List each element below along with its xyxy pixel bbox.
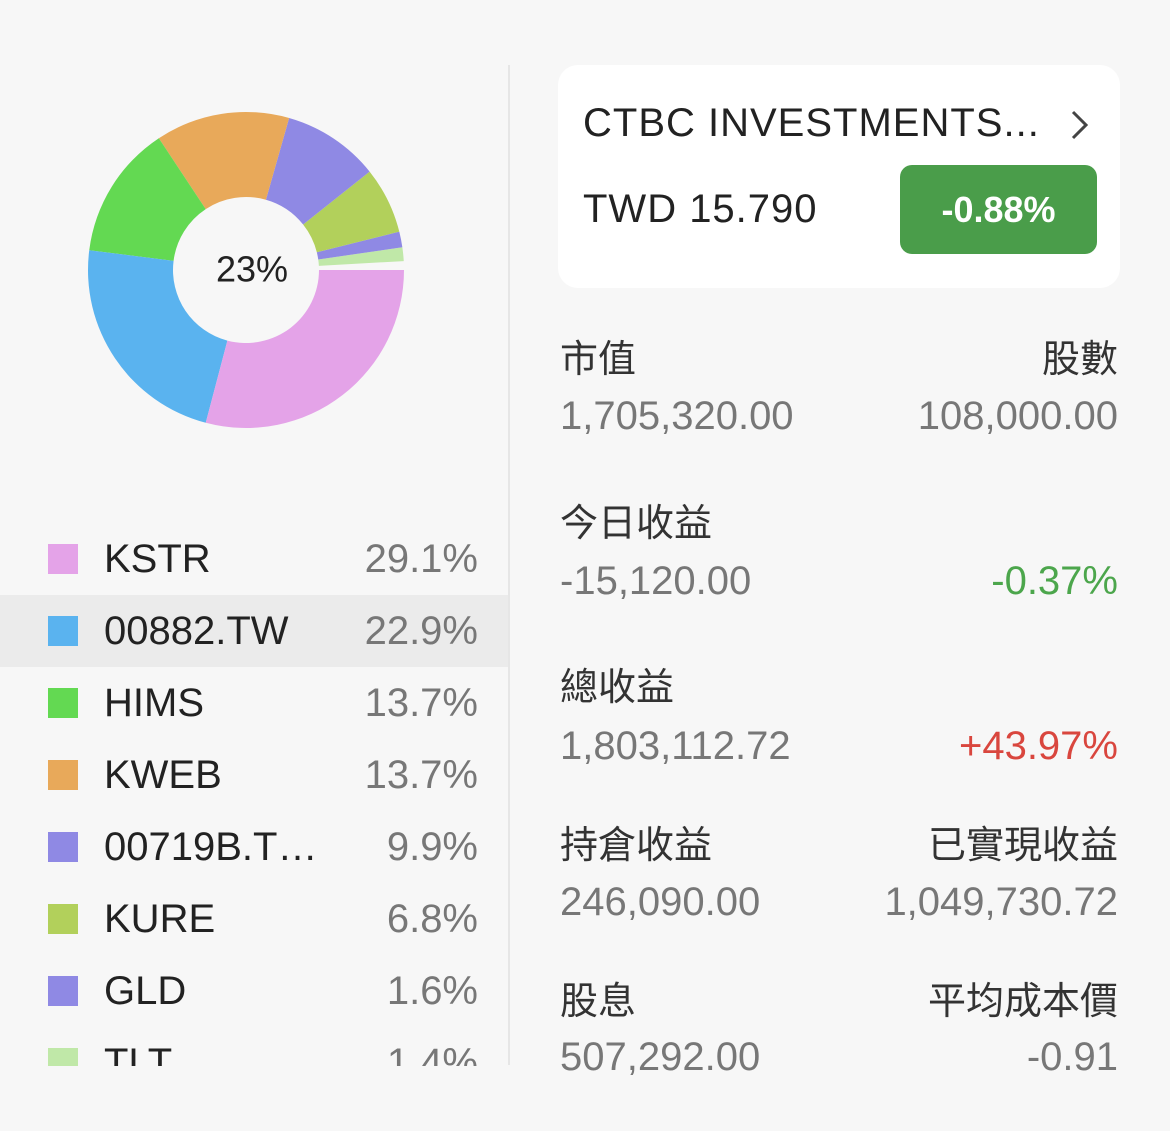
stat-label: 總收益: [560, 667, 675, 709]
stat-value: 1,803,112.72: [560, 724, 791, 768]
legend-swatch: [48, 616, 78, 646]
legend-swatch: [48, 1048, 78, 1066]
stat-value: 246,090.00: [560, 880, 761, 924]
legend-name: TLT: [104, 1041, 173, 1066]
legend-row[interactable]: 00719B.T… 9.9%: [0, 811, 508, 883]
stat-label: 市值: [560, 339, 637, 381]
donut-chart: 23%: [87, 112, 404, 428]
legend-swatch: [48, 904, 78, 934]
change-badge: -0.88%: [900, 165, 1097, 254]
stat-label: 今日收益: [560, 503, 713, 545]
donut-slice[interactable]: [303, 171, 400, 253]
legend-row[interactable]: KURE 6.8%: [0, 883, 508, 955]
legend-percent: 13.7%: [364, 681, 478, 725]
stat-value: -0.91: [1026, 1035, 1118, 1079]
legend-swatch: [48, 760, 78, 790]
legend-percent: 6.8%: [386, 897, 478, 941]
legend-swatch: [48, 832, 78, 862]
donut-slice[interactable]: [205, 270, 404, 428]
stat-value: 507,292.00: [560, 1035, 761, 1079]
legend-name: KWEB: [104, 753, 222, 797]
price: TWD 15.790: [583, 187, 818, 231]
stat-label: 股數: [1041, 339, 1118, 381]
legend-row[interactable]: TLT 1.4%: [0, 1027, 508, 1066]
legend-row[interactable]: GLD 1.6%: [0, 955, 508, 1027]
legend-percent: 22.9%: [364, 609, 478, 653]
legend-name: KURE: [104, 897, 216, 941]
center-label: 23%: [216, 249, 288, 290]
legend-swatch: [48, 688, 78, 718]
stat-label: 平均成本價: [927, 981, 1118, 1023]
stat-value: 1,705,320.00: [560, 394, 794, 438]
stat-value: 108,000.00: [917, 394, 1118, 438]
stat-label: 持倉收益: [560, 825, 713, 867]
legend-row[interactable]: HIMS 13.7%: [0, 667, 508, 739]
stat-label: 股息: [560, 981, 637, 1023]
donut-slice[interactable]: [265, 117, 370, 225]
quote-card[interactable]: CTBC INVESTMENTS... TWD 15.790 -0.88%: [558, 65, 1120, 288]
donut-slice[interactable]: [318, 247, 404, 266]
legend-swatch: [48, 544, 78, 574]
legend-percent: 9.9%: [386, 825, 478, 869]
divider: [508, 65, 510, 1065]
legend-row[interactable]: KWEB 13.7%: [0, 739, 508, 811]
legend-name: HIMS: [104, 681, 204, 725]
donut-slice[interactable]: [316, 231, 403, 260]
legend-row[interactable]: KSTR 29.1%: [0, 523, 508, 595]
stat-value: -0.37%: [991, 559, 1118, 603]
allocation-panel: 23% KSTR 29.1% 00882.TW 22.9% HIMS 13.7% KWEB 1…: [0, 0, 508, 1066]
legend-swatch: [48, 976, 78, 1006]
chevron: [1071, 110, 1089, 140]
legend-name: GLD: [104, 969, 187, 1013]
legend-percent: 1.4%: [386, 1041, 478, 1066]
legend-percent: 1.6%: [386, 969, 478, 1013]
donut-slice[interactable]: [87, 250, 228, 423]
legend-row[interactable]: 00882.TW 22.9%: [0, 595, 508, 667]
legend-percent: 29.1%: [364, 537, 478, 581]
legend-name: 00882.TW: [104, 609, 289, 653]
stat-value: -15,120.00: [560, 559, 752, 603]
stat-value: +43.97%: [958, 724, 1118, 768]
legend-name: 00719B.T…: [104, 825, 318, 869]
stat-label: 已實現收益: [927, 825, 1118, 867]
stat-value: 1,049,730.72: [884, 880, 1118, 924]
fund-name: CTBC INVESTMENTS...: [583, 101, 1040, 145]
donut-slice[interactable]: [89, 138, 206, 261]
legend-name: KSTR: [104, 537, 211, 581]
legend-percent: 13.7%: [364, 753, 478, 797]
donut-slice[interactable]: [158, 112, 290, 210]
